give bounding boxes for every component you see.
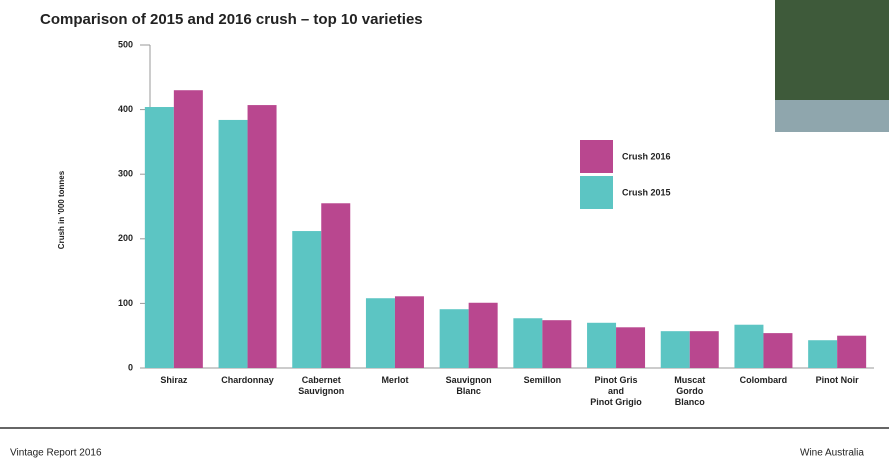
- bar: [616, 327, 646, 368]
- footer-right: Wine Australia: [800, 448, 864, 459]
- bar: [660, 331, 690, 368]
- y-axis-label: Crush in '000 tonnes: [57, 170, 66, 249]
- bar: [394, 296, 424, 368]
- x-tick-label: Cabernet Sauvignon: [298, 375, 345, 396]
- bar: [837, 335, 867, 368]
- legend-swatch: [580, 140, 613, 173]
- chart-title: Comparison of 2015 and 2016 crush – top …: [40, 11, 423, 28]
- y-tick-label: 100: [118, 298, 133, 308]
- bar: [321, 203, 351, 368]
- bar: [808, 340, 838, 368]
- x-tick-label: Pinot Gris and Pinot Grigio: [590, 375, 642, 407]
- bar: [439, 309, 469, 368]
- y-tick-label: 300: [118, 169, 133, 179]
- y-tick-label: 200: [118, 233, 133, 243]
- x-tick-label: Sauvignon Blanc: [445, 375, 492, 396]
- bar: [292, 231, 322, 368]
- y-tick-label: 400: [118, 104, 133, 114]
- bar: [468, 302, 498, 368]
- photo-detail: [775, 100, 889, 132]
- bar: [587, 322, 617, 368]
- x-tick-label: Muscat Gordo Blanco: [674, 375, 706, 407]
- bar: [513, 318, 543, 368]
- y-tick-label: 0: [128, 362, 133, 372]
- x-tick-label: Pinot Noir: [815, 375, 859, 385]
- legend-label: Crush 2016: [622, 151, 671, 161]
- x-tick-label: Chardonnay: [221, 375, 274, 385]
- bar: [218, 119, 248, 368]
- bar: [689, 331, 719, 368]
- bar: [173, 90, 203, 368]
- bar: [734, 324, 764, 368]
- y-tick-label: 500: [118, 39, 133, 49]
- bar: [144, 107, 174, 369]
- bar: [247, 105, 277, 368]
- x-tick-label: Semillon: [523, 375, 562, 385]
- x-tick-label: Merlot: [381, 375, 409, 385]
- x-tick-label: Shiraz: [160, 375, 188, 385]
- legend-label: Crush 2015: [622, 187, 671, 197]
- footer-left: Vintage Report 2016: [10, 448, 102, 459]
- bar: [365, 298, 395, 368]
- legend-swatch: [580, 176, 613, 209]
- bar: [763, 333, 793, 368]
- x-tick-label: Colombard: [739, 375, 788, 385]
- bar: [542, 320, 572, 368]
